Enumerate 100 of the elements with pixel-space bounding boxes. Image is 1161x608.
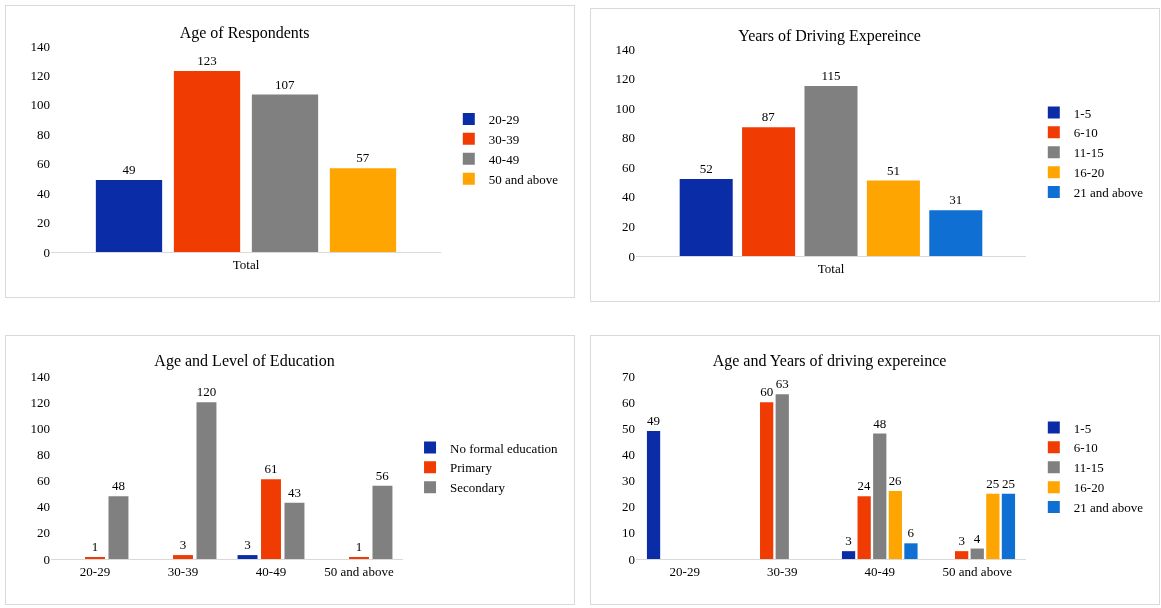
data-label: 120: [196, 384, 217, 400]
data-label: 48: [873, 415, 887, 431]
data-label: 115: [821, 67, 841, 83]
data-label: 123: [197, 53, 217, 69]
y-tick-label: 50: [622, 420, 635, 436]
chart-title: Age of Respondents: [179, 23, 310, 42]
data-label: 51: [886, 162, 900, 178]
x-tick-label: 30-39: [167, 563, 199, 579]
data-label: 25: [1001, 475, 1015, 491]
data-label: 107: [275, 76, 295, 92]
data-label: 25: [986, 475, 1000, 491]
y-tick-label: 20: [622, 218, 635, 234]
y-tick-label: 40: [37, 499, 50, 515]
y-tick-label: 120: [30, 394, 50, 410]
data-label: 57: [356, 150, 370, 166]
legend-label: 6-10: [1073, 440, 1098, 456]
data-label: 26: [888, 474, 902, 489]
x-tick-label: Total: [817, 260, 845, 276]
data-label: 43: [287, 484, 301, 500]
legend-label: 1-5: [1073, 105, 1092, 121]
x-tick-label: 20-29: [79, 563, 111, 579]
x-tick-label: 40-49: [864, 563, 895, 579]
y-tick-label: 0: [628, 551, 635, 567]
legend-label: 16-20: [1073, 480, 1105, 496]
data-label: 1: [91, 539, 99, 554]
y-tick-label: 60: [622, 159, 635, 175]
y-tick-label: 100: [30, 97, 50, 113]
bar: [108, 496, 129, 559]
y-tick-label: 60: [37, 156, 50, 172]
bar: [196, 402, 217, 559]
legend-label: No formal education: [450, 440, 559, 456]
bar: [873, 433, 887, 559]
legend-label: 16-20: [1073, 165, 1105, 181]
legend-label: 30-39: [488, 131, 520, 147]
legend-label: 21 and above: [1073, 500, 1144, 516]
y-tick-label: 0: [628, 248, 635, 264]
y-tick-label: 30: [622, 473, 635, 489]
legend-label: 50 and above: [488, 171, 559, 187]
y-tick-label: 0: [43, 244, 50, 260]
y-tick-label: 20: [37, 525, 50, 541]
bar: [679, 179, 733, 256]
chart-title: Age and Level of Education: [154, 351, 335, 370]
bar: [955, 551, 969, 559]
bar: [372, 485, 393, 559]
data-label: 49: [122, 161, 136, 177]
data-label: 1: [355, 539, 363, 554]
y-tick-label: 20: [37, 215, 50, 231]
data-label: 48: [111, 478, 125, 494]
x-tick-label: 40-49: [255, 563, 287, 579]
bar: [1001, 493, 1016, 559]
y-tick-label: 140: [30, 38, 50, 54]
data-label: 6: [907, 525, 915, 541]
bar: [857, 496, 871, 559]
bar: [329, 168, 397, 252]
data-label: 60: [760, 384, 774, 400]
y-tick-label: 20: [622, 499, 635, 515]
data-label: 63: [775, 376, 789, 392]
data-label: 87: [761, 109, 776, 125]
y-tick-label: 140: [30, 368, 50, 384]
data-label: 3: [958, 533, 965, 549]
x-tick-label: 50 and above: [942, 563, 1013, 579]
y-tick-label: 120: [615, 71, 635, 87]
legend-label: Primary: [450, 460, 493, 476]
data-label: 3: [179, 537, 187, 553]
x-tick-label: Total: [232, 256, 260, 272]
y-tick-label: 60: [37, 473, 50, 489]
bar: [804, 85, 858, 256]
bar: [929, 210, 983, 256]
bar: [646, 430, 661, 559]
x-tick-label: 20-29: [669, 563, 700, 579]
y-tick-label: 140: [615, 41, 635, 57]
chart-title: Years of Driving Expereince: [738, 26, 921, 45]
y-tick-label: 40: [622, 446, 635, 462]
y-tick-label: 80: [37, 446, 50, 462]
y-tick-label: 40: [37, 185, 50, 201]
y-tick-label: 40: [622, 189, 635, 205]
chart-title: Age and Years of driving expereince: [712, 351, 947, 370]
y-tick-label: 80: [37, 126, 50, 142]
y-tick-label: 70: [622, 368, 635, 384]
legend-label: 11-15: [1073, 460, 1104, 476]
data-label: 4: [973, 530, 981, 546]
bar: [261, 479, 281, 559]
legend-label: 21 and above: [1073, 185, 1144, 201]
bar: [775, 394, 789, 559]
data-label: 3: [845, 533, 852, 549]
bar: [95, 179, 163, 252]
bar: [841, 551, 856, 559]
y-tick-label: 10: [622, 525, 635, 541]
bar: [760, 402, 774, 559]
data-label: 52: [699, 161, 713, 177]
data-label: 24: [857, 479, 871, 494]
x-tick-label: 50 and above: [324, 563, 394, 579]
bar: [888, 491, 902, 559]
bar: [742, 127, 796, 256]
legend-label: 1-5: [1073, 420, 1092, 436]
y-tick-label: 100: [615, 100, 635, 116]
legend-label: 11-15: [1073, 145, 1104, 161]
legend-label: 20-29: [488, 112, 520, 128]
legend-label: 40-49: [488, 151, 520, 167]
bar: [284, 502, 305, 559]
